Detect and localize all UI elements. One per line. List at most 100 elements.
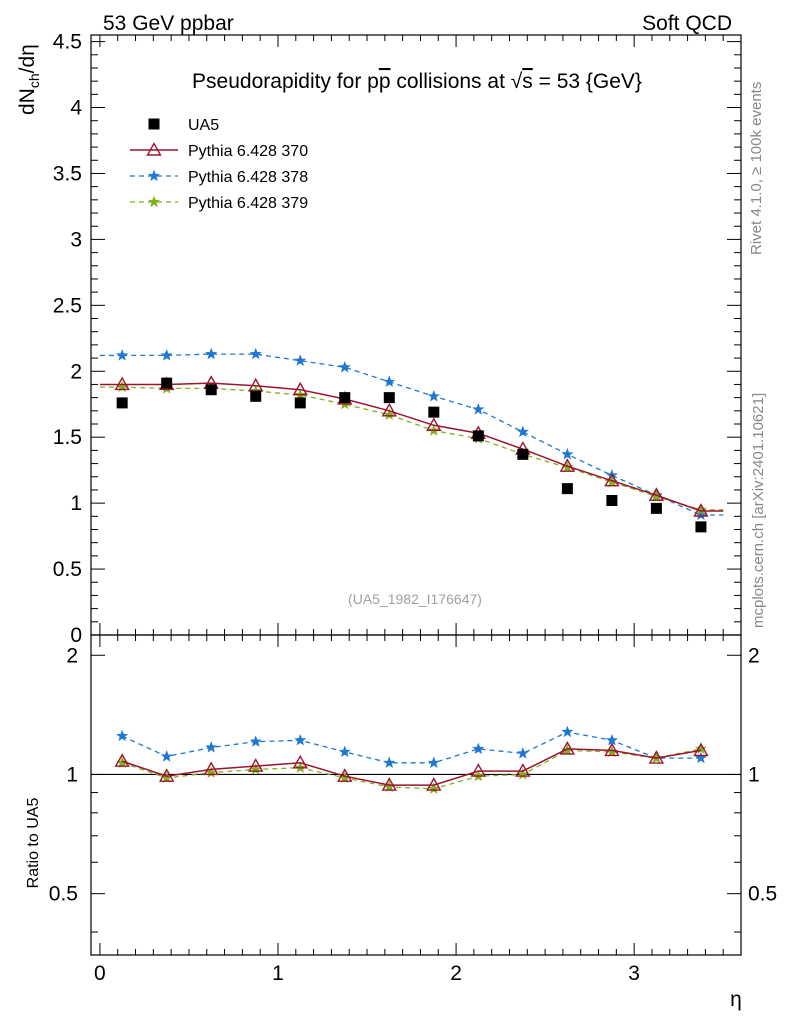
data-point xyxy=(248,377,264,392)
analysis-id-label: (UA5_1982_I176647) xyxy=(348,591,482,607)
legend-entry: Pythia 6.428 379 xyxy=(130,195,308,212)
data-point xyxy=(381,402,397,417)
series-pythia-6-428-370 xyxy=(99,375,724,517)
data-point xyxy=(426,417,442,432)
data-point xyxy=(338,360,351,373)
x-tick-labels: 0 1 2 3 xyxy=(94,962,640,985)
ratio-series-pythia-6-428-370 xyxy=(114,741,709,791)
y-tick-label: 0 xyxy=(70,624,82,647)
ratio-line xyxy=(121,731,701,764)
main-series xyxy=(99,347,724,533)
data-point xyxy=(428,406,440,418)
ratio-series xyxy=(114,725,709,794)
ratio-point xyxy=(694,751,708,764)
ratio-axes: 0.5 0.5 1 1 2 2 xyxy=(49,635,777,955)
ratio-y-axis-label: Ratio to UA5 xyxy=(25,798,42,889)
header-category-label: Soft QCD xyxy=(642,12,732,35)
y-tick-label: 1 xyxy=(70,492,82,515)
ratio-point xyxy=(472,742,485,755)
ratio-point xyxy=(160,750,173,762)
y-tick-label: 4.5 xyxy=(53,31,82,54)
legend-label: Pythia 6.428 378 xyxy=(188,169,308,186)
data-point xyxy=(604,472,620,487)
main-axes: 0 0.5 1 1.5 2 2.5 3 3.5 4 4.5 xyxy=(53,31,742,647)
ratio-series-pythia-6-428-378 xyxy=(116,725,708,769)
data-point xyxy=(695,521,707,533)
x-axis-label: η xyxy=(730,988,742,1011)
legend-label: Pythia 6.428 379 xyxy=(188,195,308,212)
x-tick-label: 2 xyxy=(450,962,462,985)
y-tick-label: 0.5 xyxy=(53,558,82,581)
data-point xyxy=(694,503,708,515)
data-point xyxy=(648,487,665,501)
data-point xyxy=(116,397,128,409)
y-tick-label: 2 xyxy=(70,360,82,383)
series-pythia-6-428-378 xyxy=(99,347,724,521)
ratio-tick-label-left: 2 xyxy=(66,644,78,667)
x-tick-label: 0 xyxy=(94,962,106,985)
data-point xyxy=(561,483,573,495)
ratio-point xyxy=(559,741,576,755)
x-tick-label: 1 xyxy=(272,962,284,985)
y-tick-label: 1.5 xyxy=(53,426,82,449)
y-axis-label: dNch/dη xyxy=(16,44,42,115)
ratio-point xyxy=(205,741,218,753)
legend-entry: Pythia 6.428 378 xyxy=(130,169,308,186)
data-point xyxy=(383,375,396,388)
rivet-version-label: Rivet 4.1.0, ≥ 100k events xyxy=(748,82,765,255)
ratio-point xyxy=(604,742,620,757)
header-energy-label: 53 GeV ppbar xyxy=(103,12,234,35)
legend-marker xyxy=(147,169,161,182)
data-point xyxy=(517,448,529,460)
data-point xyxy=(205,384,217,396)
data-point xyxy=(472,403,485,415)
ratio-tick-label-right: 0.5 xyxy=(748,883,777,906)
data-point xyxy=(559,458,576,472)
data-point xyxy=(250,390,262,402)
ratio-point xyxy=(561,725,574,738)
ratio-point xyxy=(337,768,353,782)
ratio-tick-label-right: 2 xyxy=(748,644,760,667)
data-point xyxy=(292,381,308,396)
legend-label: Pythia 6.428 370 xyxy=(188,143,308,160)
data-point xyxy=(294,354,307,366)
data-point xyxy=(161,377,173,389)
data-point xyxy=(160,349,173,361)
ratio-point xyxy=(515,763,531,777)
ratio-point xyxy=(294,733,307,746)
data-point xyxy=(294,397,306,409)
chart-title: Pseudorapidity for pp collisions at √s =… xyxy=(192,70,642,93)
ratio-line xyxy=(121,748,702,790)
ratio-point xyxy=(427,782,440,794)
legend-label: UA5 xyxy=(188,117,219,134)
legend-marker xyxy=(148,118,160,130)
mcplots-reference-label: mcplots.cern.ch [arXiv:2401.10621] xyxy=(750,393,767,628)
ratio-point xyxy=(248,758,264,772)
ratio-point xyxy=(516,747,529,759)
ratio-tick-label-left: 0.5 xyxy=(49,883,78,906)
data-point xyxy=(249,347,262,360)
ratio-point xyxy=(427,756,440,769)
ratio-line xyxy=(121,748,702,786)
ratio-tick-label-left: 1 xyxy=(66,763,78,786)
legend-marker xyxy=(147,195,161,208)
series-pythia-6-428-379 xyxy=(99,380,724,515)
legend-marker xyxy=(146,142,162,156)
ratio-point xyxy=(693,742,709,757)
data-point xyxy=(516,425,529,438)
data-point xyxy=(339,392,351,404)
data-point xyxy=(606,494,618,506)
ratio-point xyxy=(203,761,219,776)
data-point xyxy=(561,447,574,460)
series-line xyxy=(122,353,702,516)
y-tick-label: 3.5 xyxy=(53,162,82,185)
data-point xyxy=(205,347,218,360)
ratio-point xyxy=(648,750,665,764)
data-point xyxy=(383,408,396,420)
series-line xyxy=(122,382,702,512)
data-point xyxy=(472,430,484,442)
ratio-plot-panel: 0.5 0.5 1 1 2 2 xyxy=(49,634,777,956)
y-tick-label: 4 xyxy=(70,97,82,120)
y-tick-label: 2.5 xyxy=(53,294,82,317)
